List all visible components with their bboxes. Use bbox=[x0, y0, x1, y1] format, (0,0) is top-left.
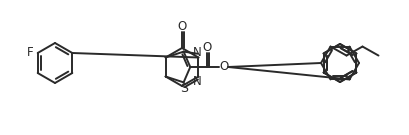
Text: F: F bbox=[27, 45, 34, 58]
Text: O: O bbox=[202, 41, 212, 54]
Text: O: O bbox=[178, 19, 187, 33]
Text: N: N bbox=[193, 75, 202, 88]
Text: N: N bbox=[193, 46, 202, 59]
Text: O: O bbox=[220, 60, 229, 73]
Text: S: S bbox=[181, 82, 189, 95]
